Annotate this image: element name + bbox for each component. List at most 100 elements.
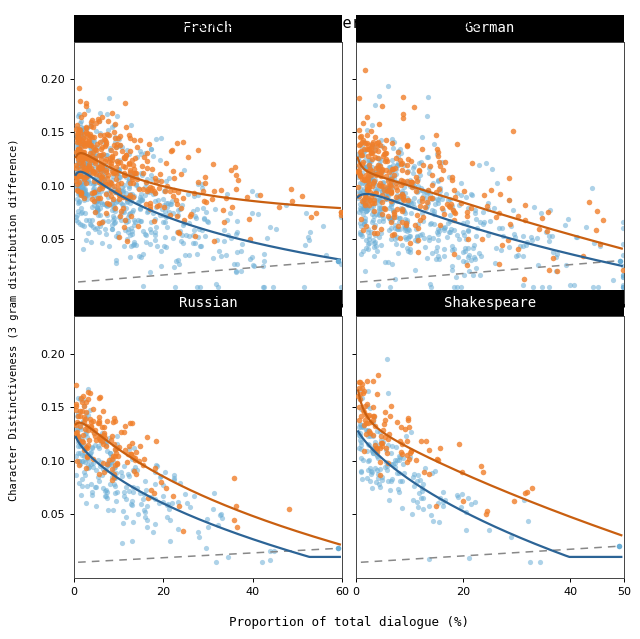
Point (79, 167, 89, 178)
Point (618, 238, 628, 249)
Point (355, 229, 365, 239)
Point (84, 133, 94, 143)
Point (96, 144, 106, 155)
Point (438, 209, 449, 219)
Point (355, 171, 365, 181)
Point (164, 186, 175, 196)
Point (88, 136, 99, 146)
Point (79, 414, 90, 424)
Point (129, 168, 139, 178)
Point (438, 497, 448, 507)
Point (107, 198, 117, 208)
Point (520, 240, 531, 250)
Point (91, 435, 101, 445)
Point (367, 146, 378, 157)
Point (552, 249, 562, 259)
Point (354, 377, 364, 387)
Point (388, 459, 399, 469)
Point (81, 152, 92, 162)
Point (84, 167, 95, 177)
Point (384, 181, 394, 192)
Point (377, 197, 387, 208)
Point (367, 139, 378, 149)
Point (80, 188, 90, 198)
Point (422, 197, 432, 207)
Point (92, 195, 102, 205)
Point (370, 436, 380, 447)
Point (227, 165, 237, 175)
Point (355, 148, 365, 158)
Point (197, 178, 207, 189)
Point (140, 148, 150, 158)
Point (88, 164, 98, 174)
Point (161, 186, 171, 196)
Point (506, 532, 516, 543)
Point (115, 190, 125, 200)
Point (200, 197, 211, 207)
Point (413, 247, 423, 258)
Point (374, 119, 385, 129)
Point (541, 226, 552, 236)
Point (372, 138, 382, 148)
Point (76, 161, 86, 171)
Point (91, 169, 101, 179)
Point (366, 157, 376, 167)
Point (390, 163, 400, 173)
Point (125, 178, 136, 189)
Point (226, 233, 236, 243)
Point (369, 235, 379, 245)
Point (117, 199, 127, 210)
Point (398, 176, 408, 187)
Point (361, 243, 371, 254)
Point (367, 431, 378, 442)
Point (111, 447, 121, 458)
Point (113, 167, 123, 178)
Point (471, 263, 481, 273)
Point (364, 155, 374, 165)
Point (72, 182, 82, 192)
Point (389, 229, 399, 240)
Point (416, 157, 426, 167)
Point (387, 164, 397, 174)
Point (361, 235, 371, 245)
Point (131, 168, 141, 178)
Point (436, 222, 446, 232)
Point (259, 256, 269, 266)
Point (107, 224, 117, 234)
Point (122, 457, 132, 467)
Point (372, 137, 383, 147)
Point (403, 199, 413, 210)
Point (366, 172, 376, 182)
Point (107, 431, 117, 442)
Point (356, 171, 366, 181)
Point (247, 208, 257, 219)
Point (90, 186, 100, 196)
Point (192, 204, 202, 214)
Point (75, 394, 85, 404)
Point (479, 217, 490, 227)
Point (489, 203, 499, 213)
Point (373, 469, 383, 479)
Point (71, 163, 81, 173)
Point (127, 454, 137, 465)
Point (103, 459, 113, 470)
Point (354, 168, 364, 178)
Point (125, 170, 136, 180)
Point (371, 185, 381, 196)
Point (376, 187, 387, 197)
Point (547, 231, 557, 242)
Point (73, 137, 83, 147)
Point (401, 456, 412, 466)
Point (470, 497, 480, 507)
Point (396, 422, 406, 432)
Point (363, 439, 373, 449)
Point (77, 173, 88, 183)
Point (76, 177, 86, 187)
Point (372, 389, 383, 399)
Point (125, 189, 135, 199)
Point (378, 426, 388, 436)
Point (363, 151, 373, 161)
Point (121, 217, 131, 227)
Point (74, 177, 84, 187)
Point (360, 162, 370, 173)
